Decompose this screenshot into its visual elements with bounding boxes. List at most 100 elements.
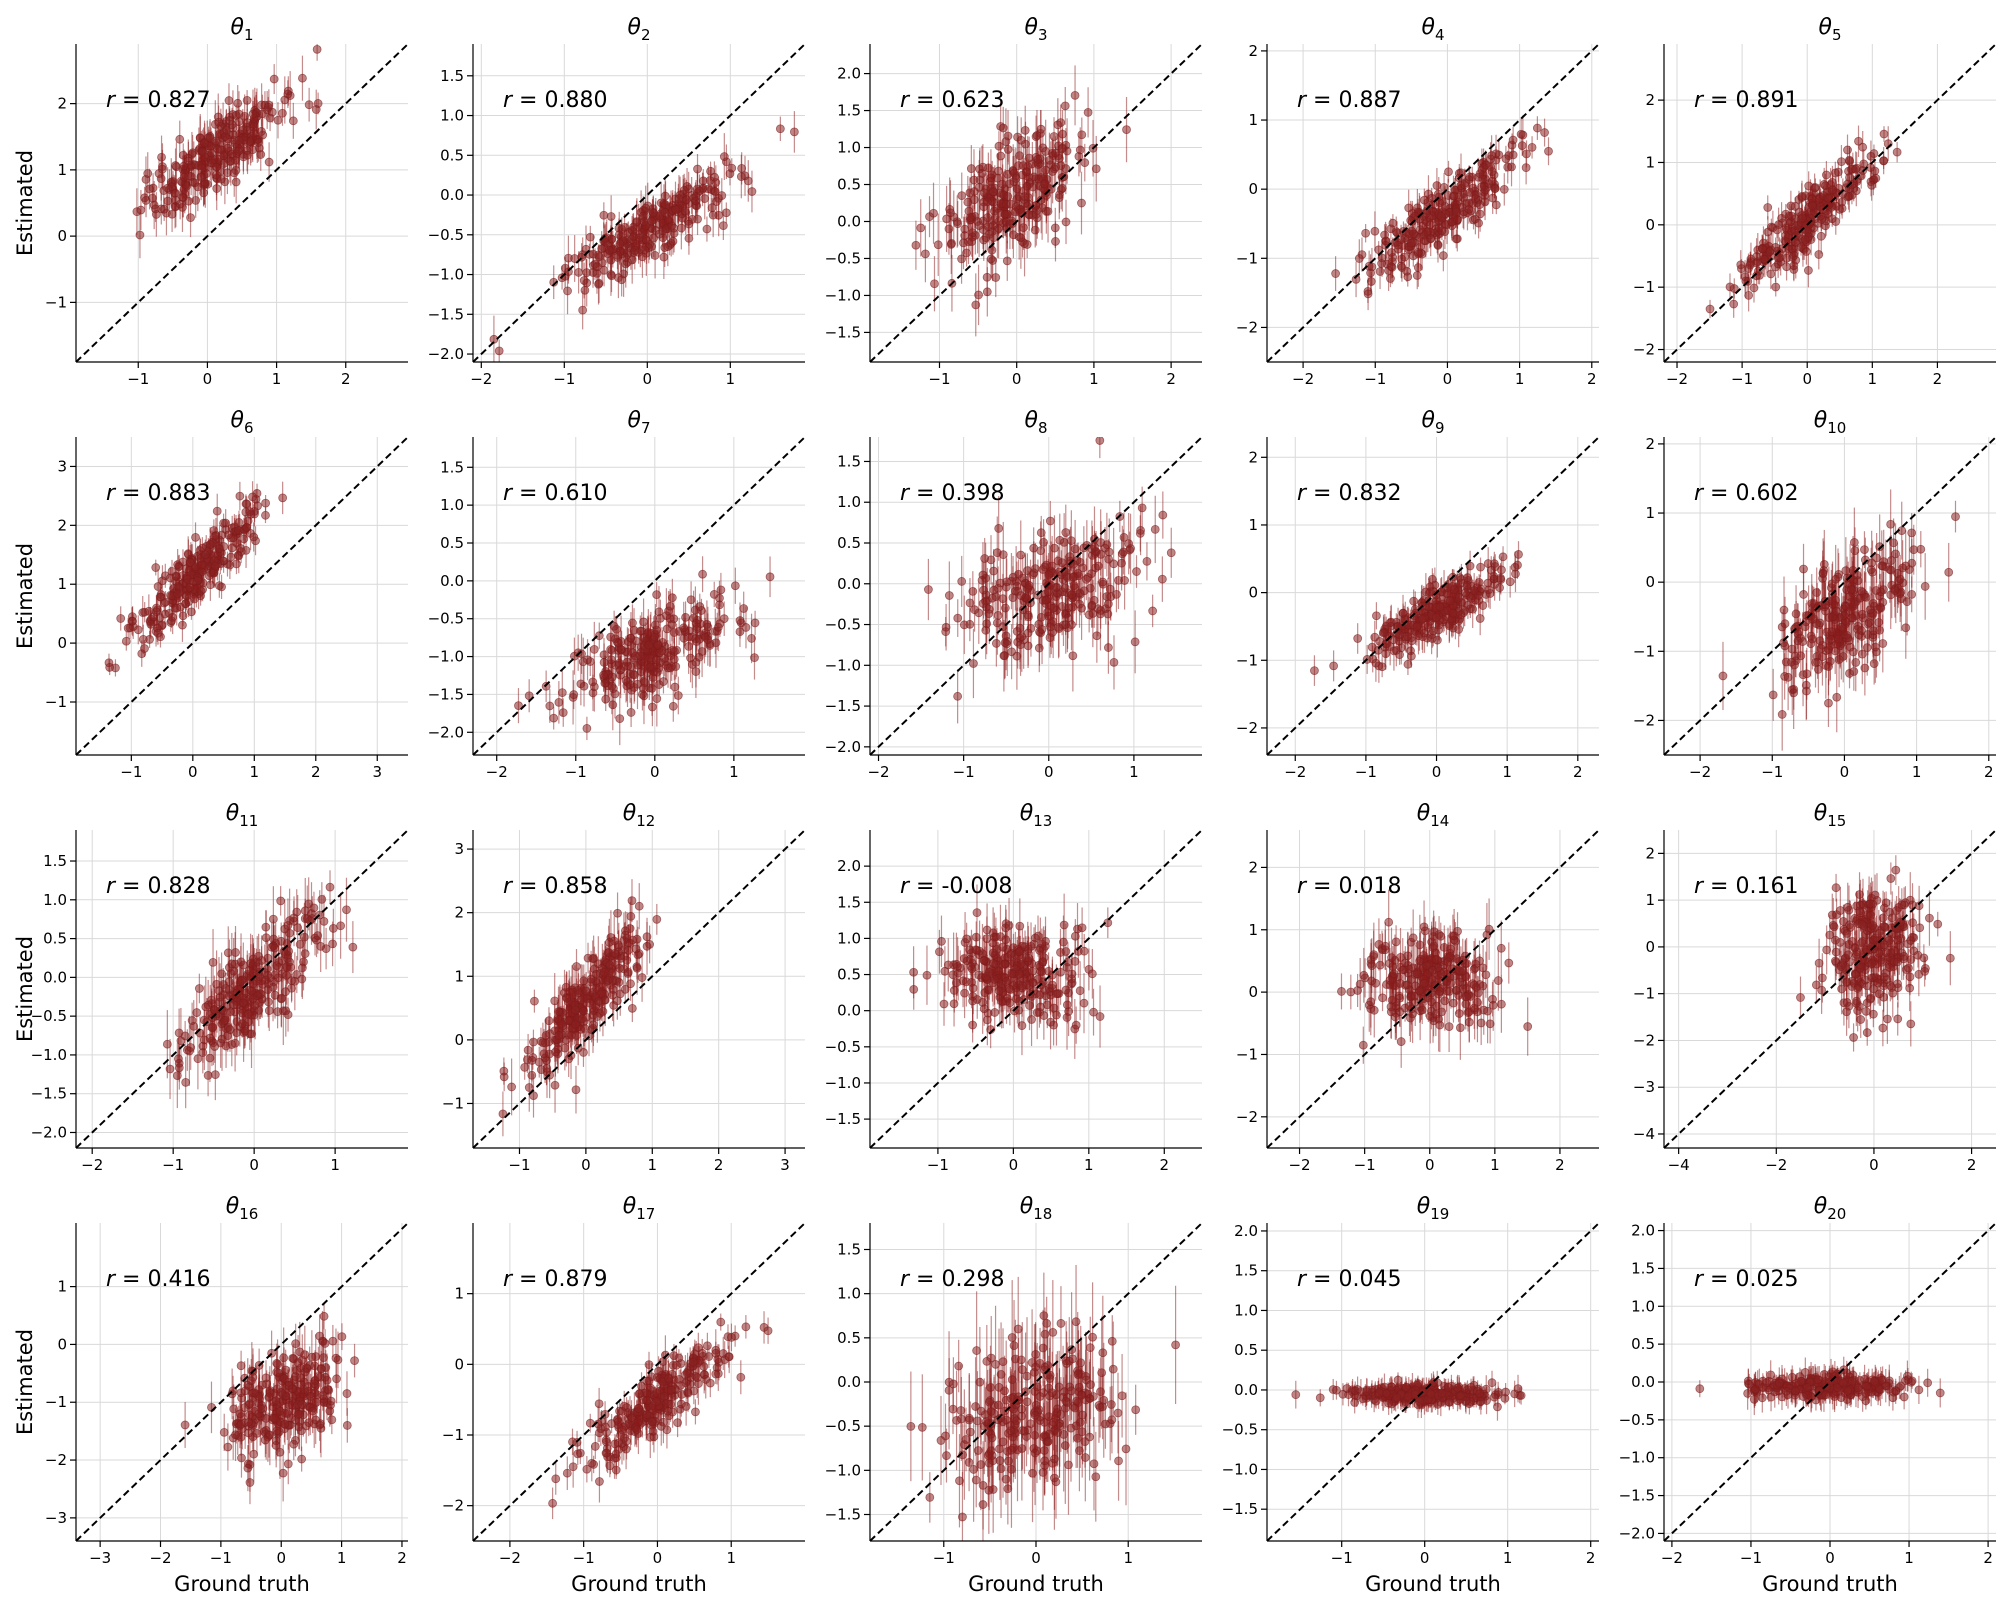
data-point [1368, 654, 1378, 664]
data-point [594, 279, 603, 289]
data-point [1070, 544, 1080, 554]
data-point [184, 196, 193, 206]
data-point [178, 192, 187, 202]
data-point [235, 491, 245, 501]
y-tick-label: −1 [45, 293, 67, 311]
data-point [138, 635, 148, 644]
y-tick-label: −1.5 [428, 685, 464, 703]
data-point [1022, 240, 1032, 249]
data-point [1498, 552, 1508, 562]
data-point [630, 245, 640, 255]
data-point [617, 275, 627, 285]
data-point [231, 111, 241, 120]
data-point [1798, 213, 1807, 223]
data-point [957, 577, 967, 586]
data-point [1385, 618, 1395, 628]
data-point [278, 493, 288, 503]
data-point [1807, 201, 1817, 210]
data-point [1417, 614, 1427, 624]
data-point [965, 598, 975, 608]
data-point [648, 208, 658, 218]
y-tick-label: 0 [1645, 216, 1655, 234]
data-point [298, 73, 307, 83]
y-tick-label: 1.0 [440, 496, 464, 514]
data-point [1137, 503, 1147, 513]
panel-theta-7: −2 −1 0 1 −2.0 −1.5 −1.0 −0.5 0.0 0.5 1.0 1.5 θ7 r = … [428, 408, 805, 781]
data-point [1804, 266, 1813, 275]
data-point [1789, 251, 1799, 260]
data-point [599, 650, 609, 660]
data-point [994, 141, 1004, 151]
data-point [1790, 237, 1800, 247]
data-point [1002, 577, 1012, 587]
data-point [1763, 203, 1773, 212]
data-point [1454, 592, 1464, 602]
data-point [179, 172, 189, 182]
data-point [982, 272, 992, 282]
x-tick-label: 0 [1443, 370, 1453, 388]
data-point [716, 585, 726, 595]
data-point [128, 616, 138, 626]
data-point [1026, 598, 1035, 608]
data-point [1412, 622, 1422, 632]
data-point [210, 531, 220, 541]
data-point [1497, 565, 1506, 575]
y-tick-label: −1.0 [428, 648, 464, 666]
data-point [1485, 589, 1495, 598]
data-point [968, 586, 978, 596]
data-point [578, 657, 588, 667]
data-point [1821, 170, 1831, 180]
y-tick-label: −0.5 [825, 616, 861, 634]
y-tick-label: −1.5 [825, 323, 861, 341]
data-point [1749, 283, 1759, 293]
data-point [925, 212, 934, 222]
data-point [930, 279, 939, 289]
data-points [514, 556, 775, 746]
data-point [159, 204, 169, 214]
x-tick-label: −2 [1666, 370, 1688, 388]
data-point [1725, 282, 1735, 292]
data-point [921, 249, 930, 259]
data-point [264, 157, 274, 167]
data-point [604, 245, 614, 255]
data-point [1527, 142, 1537, 152]
x-tick-label: 0 [188, 763, 198, 781]
data-point [1758, 244, 1768, 254]
data-point [1081, 574, 1091, 584]
data-point [1029, 172, 1039, 182]
data-point [135, 230, 145, 240]
x-tick-label: 0 [643, 370, 653, 388]
data-point [993, 610, 1003, 620]
data-point [1166, 548, 1176, 558]
data-point [989, 566, 999, 576]
data-point [717, 191, 727, 200]
data-point [234, 136, 244, 145]
data-point [626, 708, 636, 717]
data-point [212, 506, 222, 516]
data-point [1380, 230, 1390, 240]
data-point [1016, 233, 1026, 243]
data-point [719, 152, 729, 161]
data-point [942, 214, 952, 224]
data-point [1705, 304, 1715, 314]
x-tick-label: 1 [250, 763, 260, 781]
data-point [1329, 661, 1339, 671]
data-point [1402, 266, 1412, 276]
data-point [1057, 144, 1067, 154]
data-point [549, 713, 559, 723]
data-point [233, 98, 243, 108]
correlation-label: r = 0.827 [106, 88, 210, 113]
data-point [681, 612, 690, 622]
correlation-label: r = 0.891 [1694, 88, 1798, 113]
data-point [1053, 120, 1063, 130]
data-point [273, 115, 283, 125]
data-point [700, 194, 710, 203]
data-point [615, 239, 625, 249]
data-point [1464, 204, 1474, 214]
data-point [1487, 151, 1497, 160]
data-point [167, 182, 177, 192]
data-point [659, 252, 669, 262]
data-point [1011, 173, 1021, 183]
data-point [1031, 132, 1041, 142]
data-point [1419, 195, 1429, 205]
